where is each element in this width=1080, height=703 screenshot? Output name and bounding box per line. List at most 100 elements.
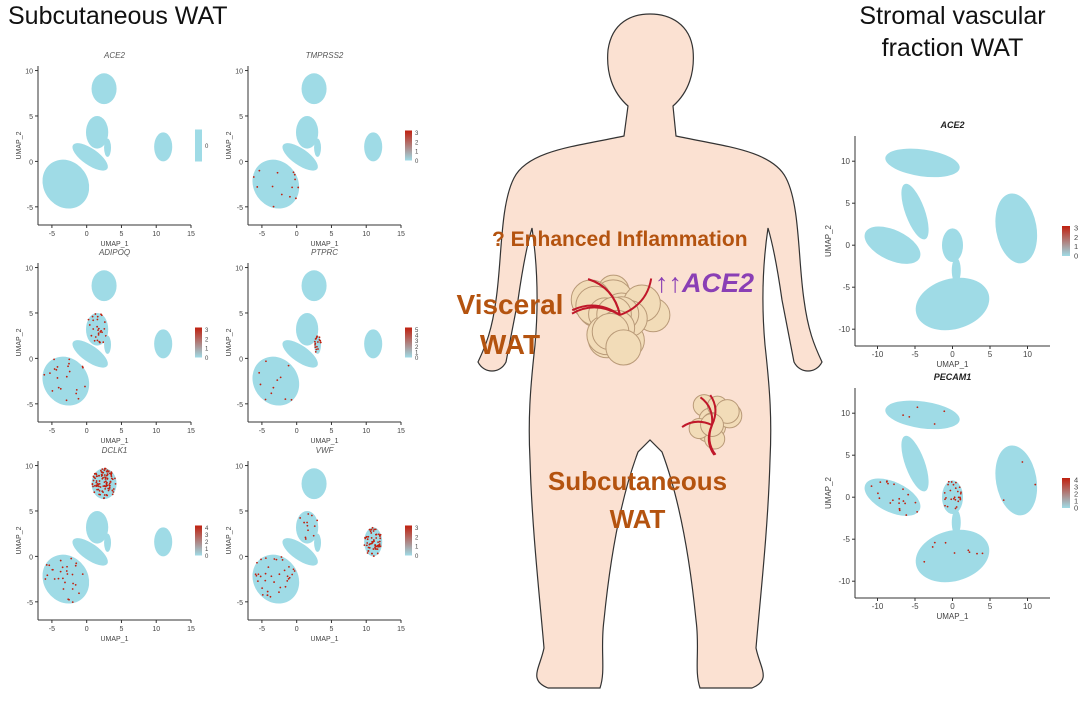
y-tick-label: -5 (843, 283, 851, 292)
expressing-cell (102, 471, 105, 474)
plot-title: ADIPOQ (98, 248, 130, 257)
expressing-cell (56, 377, 59, 379)
expressing-cell (90, 334, 93, 337)
expressing-cell (943, 491, 946, 494)
expressing-cell (372, 530, 375, 532)
cell-cluster-right (364, 132, 383, 162)
cell-cluster-main (252, 554, 300, 604)
color-legend-bar (195, 129, 202, 162)
x-tick-label: -5 (911, 350, 919, 359)
expressing-cell (94, 313, 97, 315)
expressing-cell (104, 476, 106, 479)
legend-tick-label: 3 (1074, 224, 1078, 233)
cell-cluster-mid (295, 312, 319, 346)
y-tick-label: -5 (27, 205, 33, 212)
x-tick-label: 5 (120, 428, 124, 435)
expressing-cell (111, 489, 114, 492)
legend-tick-label: 4 (205, 526, 209, 532)
cell-cluster-spot (104, 533, 112, 552)
expressing-cell (108, 472, 111, 475)
expressing-cell (111, 478, 114, 481)
x-axis-label: UMAP_1 (310, 438, 338, 445)
cell-cluster-stem (72, 340, 108, 368)
y-axis-label: UMAP_2 (16, 526, 23, 554)
expressing-cell (905, 514, 908, 516)
expressing-cell (898, 497, 901, 500)
expressing-cell (270, 575, 273, 578)
expressing-cell (366, 552, 369, 554)
expressing-cell (295, 197, 297, 200)
cell-cluster-leftup (901, 183, 929, 240)
expressing-cell (280, 556, 283, 558)
expressing-cell (275, 558, 278, 561)
expressing-cell (98, 480, 101, 482)
expressing-cell (372, 555, 375, 557)
expressing-cell (367, 550, 370, 552)
header-right-line2: fraction WAT (881, 34, 1024, 62)
y-axis-label: UMAP_2 (824, 476, 833, 509)
legend-tick-label: 2 (415, 535, 419, 541)
expressing-cell (291, 186, 294, 189)
y-tick-label: 5 (29, 311, 33, 318)
plot-title: ACE2 (939, 120, 964, 130)
cell-cluster-leftup (901, 435, 929, 492)
expressing-cell (366, 542, 369, 544)
expressing-cell (266, 594, 269, 597)
expressing-cell (75, 562, 78, 565)
expressing-cell (53, 578, 56, 580)
expressing-cell (379, 537, 382, 540)
blood-vessel (699, 396, 714, 426)
expressing-cell (318, 338, 321, 341)
expressing-cell (317, 348, 319, 350)
blood-vessel (707, 424, 716, 456)
expressing-cell (367, 546, 370, 549)
expressing-cell (254, 573, 257, 576)
legend-tick-label: 0 (415, 554, 419, 560)
expressing-cell (376, 548, 379, 551)
expressing-cell (959, 492, 962, 495)
x-tick-label: 10 (152, 626, 160, 633)
expressing-cell (96, 318, 99, 321)
expressing-cell (112, 491, 115, 493)
expressing-cell (104, 487, 107, 490)
expressing-cell (257, 573, 260, 576)
expressing-cell (95, 481, 98, 484)
cell-cluster-mid (85, 312, 109, 346)
cell-cluster-right (154, 132, 173, 162)
expressing-cell (914, 501, 917, 504)
legend-tick-label: 3 (205, 533, 209, 539)
legend-tick-label: 0 (1074, 504, 1078, 513)
cell-cluster-main (42, 554, 90, 604)
expressing-cell (276, 171, 279, 174)
expressing-cell (259, 575, 262, 578)
visceral-line2: WAT (479, 329, 541, 360)
x-axis-label: UMAP_1 (936, 612, 969, 621)
expressing-cell (108, 487, 111, 490)
x-tick-label: -5 (911, 602, 919, 611)
expressing-cell (898, 502, 900, 504)
y-tick-label: 10 (235, 464, 243, 471)
x-tick-label: 15 (397, 231, 405, 238)
x-tick-label: -5 (49, 428, 55, 435)
legend-tick-label: 0 (205, 554, 209, 560)
blood-vessel (587, 278, 621, 316)
x-tick-label: 0 (85, 428, 89, 435)
x-tick-label: 0 (295, 428, 299, 435)
cell-cluster-top (885, 148, 960, 178)
y-tick-label: 5 (239, 114, 243, 121)
cell-cluster-top (301, 468, 327, 500)
x-tick-label: 15 (187, 428, 195, 435)
expressing-cell (364, 537, 367, 539)
x-axis-label: UMAP_1 (936, 360, 969, 369)
expressing-cell (378, 540, 381, 543)
legend-tick-label: 2 (415, 140, 419, 146)
y-tick-label: 10 (235, 69, 243, 76)
x-tick-label: 10 (362, 231, 370, 238)
expressing-cell (376, 552, 379, 555)
y-axis-label: UMAP_2 (226, 328, 233, 356)
expressing-cell (968, 551, 971, 554)
expressing-cell (99, 486, 102, 488)
expressing-cell (106, 469, 109, 472)
